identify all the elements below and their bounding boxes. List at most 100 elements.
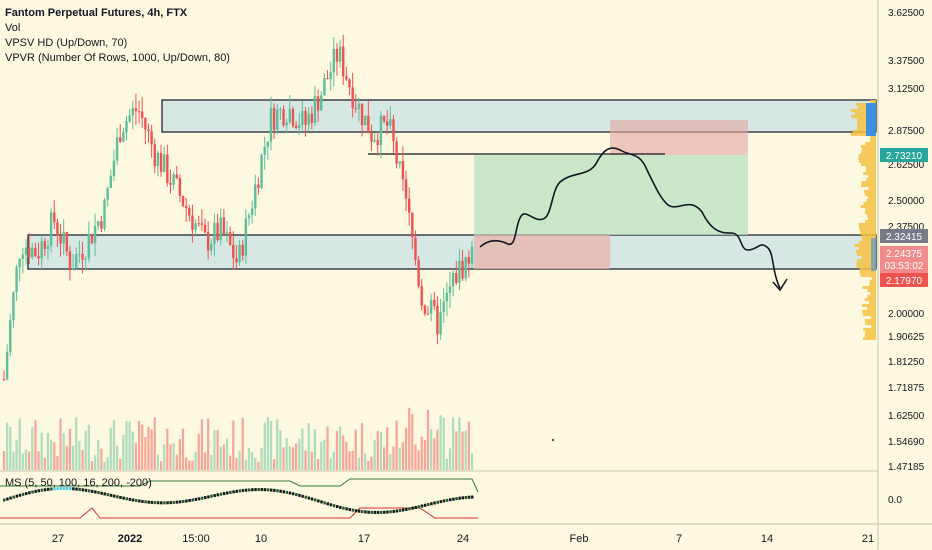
volume-bar xyxy=(56,456,59,470)
candle-body xyxy=(436,305,439,335)
ms-dot xyxy=(364,510,367,514)
price-tick-label: 1.54690 xyxy=(888,437,925,448)
candle-body xyxy=(439,312,442,335)
ms-dot xyxy=(226,491,229,495)
candle-body xyxy=(373,139,376,142)
ms-dot xyxy=(87,489,91,493)
volume-bar xyxy=(12,451,15,470)
volume-profile-bar xyxy=(858,247,876,250)
volume-profile-bar xyxy=(859,241,876,244)
candle-body xyxy=(213,222,216,245)
long-target-area[interactable] xyxy=(474,155,748,235)
legend-vpvr[interactable]: VPVR (Number Of Rows, 1000, Up/Down, 80) xyxy=(5,52,230,64)
volume-bar xyxy=(219,446,222,470)
volume-bar xyxy=(370,456,373,470)
volume-bar xyxy=(404,427,408,470)
candle-body xyxy=(360,103,364,126)
symbol-title[interactable]: Fantom Perpetual Futures, 4h, FTX xyxy=(5,7,188,19)
volume-bar xyxy=(87,424,90,470)
stop-badge: 2.17970 xyxy=(880,273,928,287)
volume-bar xyxy=(382,447,386,470)
volume-profile-bar xyxy=(866,109,876,112)
ms-dot xyxy=(68,487,72,491)
ms-dot xyxy=(332,504,336,508)
volume-bar xyxy=(103,461,106,470)
ms-dot xyxy=(439,500,443,504)
candle-body xyxy=(357,103,361,110)
ms-dot xyxy=(282,490,286,494)
ms-upper-band xyxy=(0,478,479,493)
volume-profile-bar xyxy=(866,121,876,124)
legend-vol[interactable]: Vol xyxy=(5,22,21,34)
volume-bar xyxy=(131,431,134,470)
projection-path[interactable] xyxy=(479,147,781,289)
take-profit-badge: 2.73210 xyxy=(880,148,928,162)
ms-dot xyxy=(405,507,408,511)
ms-dot xyxy=(361,510,364,514)
volume-profile-bar xyxy=(868,187,876,190)
ms-dot xyxy=(257,488,260,492)
volume-bar xyxy=(354,429,357,470)
time-tick-label: 21 xyxy=(862,533,874,545)
ms-dot xyxy=(461,496,465,500)
ms-dot xyxy=(185,499,188,503)
ms-dot xyxy=(335,505,339,509)
volume-bar xyxy=(150,429,153,470)
candle-body xyxy=(68,251,72,271)
candle-body xyxy=(257,184,260,188)
volume-bar xyxy=(15,440,18,470)
volume-bar xyxy=(21,453,24,470)
candle-body xyxy=(455,272,458,283)
volume-profile-bar xyxy=(865,331,876,334)
time-tick-label: 7 xyxy=(676,533,682,545)
candle-body xyxy=(24,247,28,255)
volume-bar xyxy=(316,458,320,470)
ms-dot xyxy=(97,491,100,495)
volume-series xyxy=(2,407,474,470)
ms-indicator-label[interactable]: MS (5, 50, 100, 16, 200, -200) xyxy=(5,477,152,489)
candle-body xyxy=(272,107,276,130)
volume-profile-bar xyxy=(867,196,876,199)
candle-body xyxy=(228,232,232,245)
ms-dot xyxy=(238,489,242,493)
ms-dot xyxy=(56,487,59,491)
candle-body xyxy=(392,119,395,142)
resistance-zone[interactable] xyxy=(161,99,877,133)
ms-dot xyxy=(276,489,279,493)
time-axis[interactable]: 27 2022 15:00 10 17 24 Feb 7 14 21 xyxy=(52,533,874,545)
volume-bar xyxy=(288,446,291,470)
volume-bar xyxy=(222,444,225,470)
ms-dot xyxy=(414,505,417,509)
ms-dot xyxy=(313,498,317,502)
ms-dot xyxy=(40,488,44,492)
volume-profile-bar xyxy=(870,316,876,319)
ms-dot xyxy=(204,496,207,500)
candle-body xyxy=(109,175,112,188)
candle-body xyxy=(442,301,445,313)
ms-dot xyxy=(78,487,81,491)
ms-dot xyxy=(329,503,333,507)
legend-vpsv[interactable]: VPSV HD (Up/Down, 70) xyxy=(5,37,128,49)
ms-dot xyxy=(216,493,220,497)
price-tick-label: 1.90625 xyxy=(888,332,925,343)
candle-body xyxy=(385,121,389,126)
candle-body xyxy=(276,109,279,130)
volume-profile-bar xyxy=(860,274,876,277)
candle-body xyxy=(188,208,191,216)
candle-body xyxy=(87,234,91,259)
volume-profile-bar xyxy=(866,103,876,106)
volume-profile-bar xyxy=(861,235,876,238)
volume-profile-bar xyxy=(857,253,876,256)
price-axis[interactable]: 3.62500 3.37500 3.12500 2.87500 2.62500 2.500… xyxy=(888,8,925,473)
volume-bar xyxy=(185,457,188,470)
volume-profile-bar xyxy=(863,190,876,193)
candle-body xyxy=(9,320,12,352)
volume-bar xyxy=(323,439,326,470)
volume-profile-bar xyxy=(865,169,876,172)
volume-profile-bar xyxy=(865,220,876,223)
volume-profile-bar xyxy=(871,244,876,247)
ms-dot xyxy=(122,496,125,500)
support-zone[interactable] xyxy=(27,234,877,270)
short-stop-area[interactable] xyxy=(610,120,748,155)
